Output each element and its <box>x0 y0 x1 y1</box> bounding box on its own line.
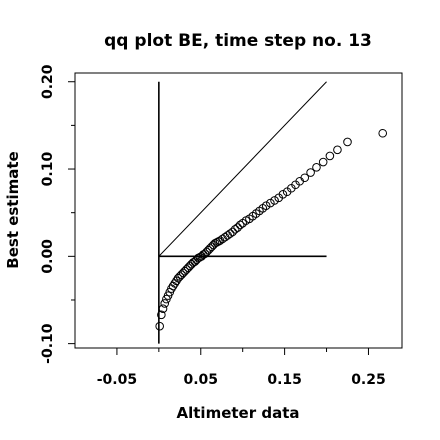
data-point <box>300 173 310 183</box>
data-point <box>155 321 164 331</box>
data-point <box>270 196 279 205</box>
y-axis: -0.10 0.00 0.10 0.20 <box>40 64 75 364</box>
data-point <box>312 162 321 172</box>
data-point <box>343 137 352 147</box>
plot-frame <box>74 72 403 349</box>
data-point <box>278 190 288 199</box>
data-point <box>261 201 271 210</box>
y-tick-label: 0.10 <box>40 152 56 187</box>
y-tick-label: 0.00 <box>40 239 56 274</box>
y-axis-label: Best estimate <box>4 151 22 268</box>
data-point <box>233 223 242 232</box>
reference-lines <box>158 81 327 344</box>
chart-title: qq plot BE, time step no. 13 <box>104 31 372 51</box>
identity-reference-line <box>158 81 327 257</box>
data-point <box>318 157 328 167</box>
data-points <box>155 128 388 331</box>
x-tick-label: 0.25 <box>351 372 386 388</box>
x-tick-label: 0.15 <box>267 372 302 388</box>
data-point <box>158 304 168 314</box>
data-point <box>157 310 166 320</box>
x-axis-label: Altimeter data <box>177 404 300 422</box>
data-point <box>266 198 275 208</box>
x-tick-label: -0.05 <box>97 372 137 388</box>
data-point <box>325 151 335 161</box>
data-point <box>214 237 223 246</box>
data-point <box>160 299 170 308</box>
data-point <box>228 227 237 237</box>
y-tick-label: 0.20 <box>40 64 56 99</box>
x-axis: -0.05 0.05 0.15 0.25 <box>97 348 386 388</box>
x-tick-label: 0.05 <box>183 372 218 388</box>
data-point <box>333 145 342 155</box>
data-point <box>306 168 315 177</box>
y-tick-label: -0.10 <box>40 323 56 364</box>
data-point <box>225 229 235 238</box>
data-point <box>235 220 245 230</box>
data-point <box>230 224 240 234</box>
data-point <box>378 128 388 138</box>
